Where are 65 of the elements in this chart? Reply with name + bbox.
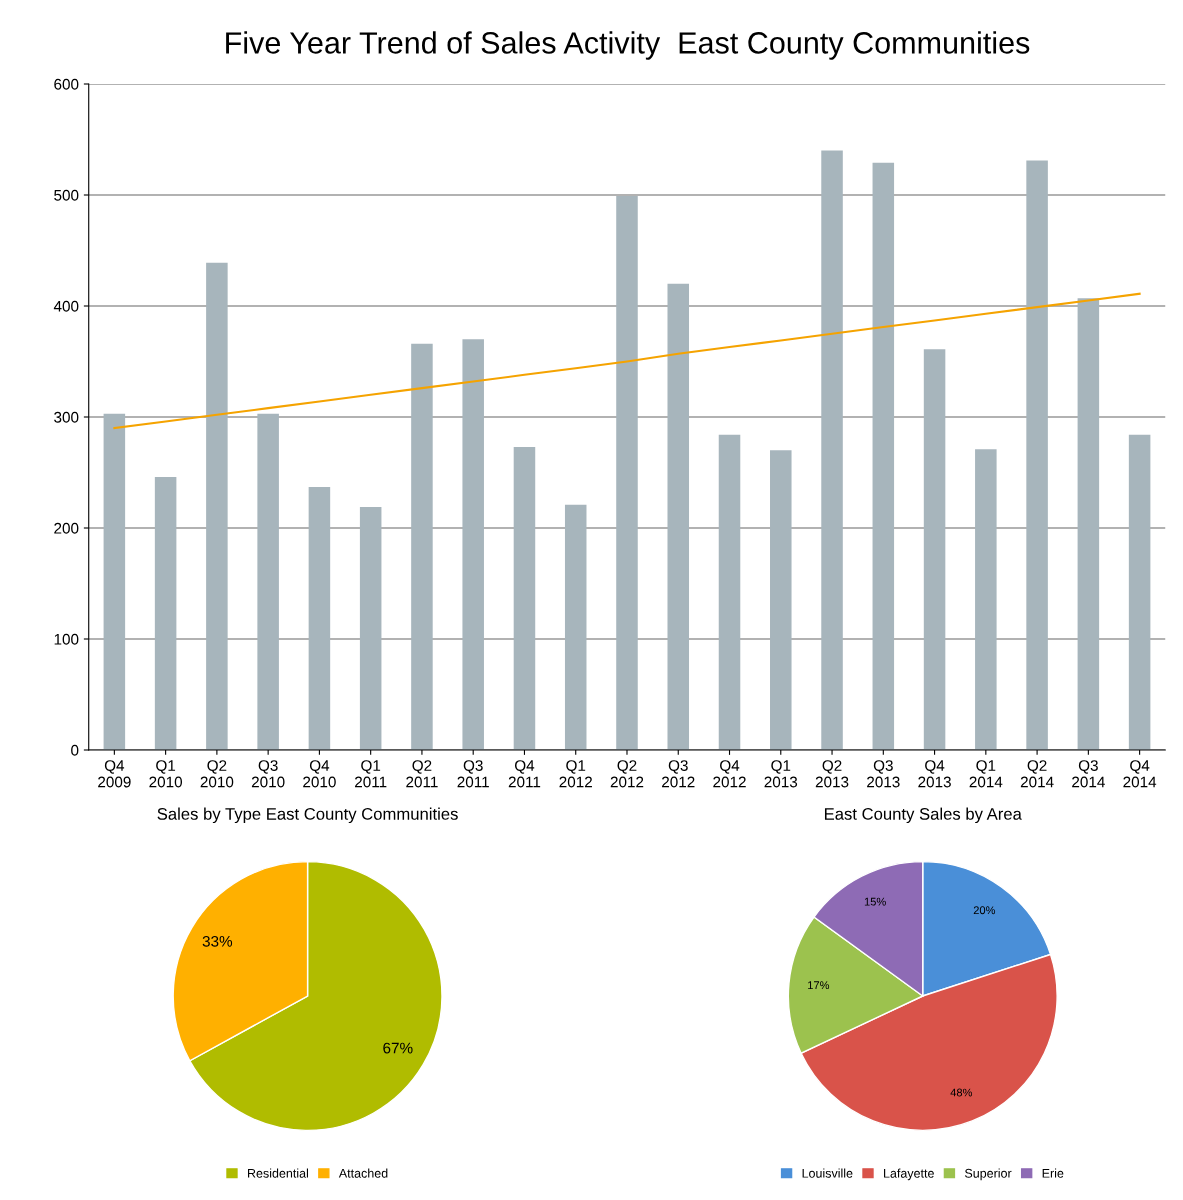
legend-label: Superior (964, 1168, 1012, 1181)
line-series (113, 292, 1141, 430)
bar (667, 283, 690, 750)
bar (206, 262, 228, 750)
x-tick-label: Q3 2011 (457, 760, 489, 788)
y-tick-label: 600 (54, 78, 79, 90)
x-tick-label: Q1 2013 (764, 760, 798, 788)
bar (770, 450, 792, 750)
x-tick-label: Q4 2013 (918, 760, 951, 788)
chart-title: Five Year Trend of Sales Activity East County Communities (226, 31, 1030, 60)
bar (616, 196, 638, 750)
x-tick-label: Q2 2011 (406, 760, 438, 788)
x-tick-label: Q3 2012 (662, 760, 695, 788)
bar (872, 162, 895, 750)
data-label: 67% (383, 1042, 413, 1054)
y-tick-label: 300 (54, 411, 79, 423)
x-tick-label: Q4 2012 (713, 760, 746, 788)
legend-label: Lafayette (884, 1168, 934, 1181)
x-tick-label: Q3 2010 (251, 760, 285, 788)
x-tick-label: Q2 2013 (815, 760, 849, 788)
legend-label: Residential (248, 1168, 308, 1178)
legend-label: Attached (338, 1168, 388, 1178)
bar (462, 339, 484, 750)
x-tick-label: Q4 2009 (98, 760, 131, 788)
y-tick-label: 0 (71, 744, 79, 756)
x-tick-label: Q3 2013 (867, 760, 900, 788)
chart-title: East County Sales by Area (824, 807, 1022, 824)
bar (359, 506, 382, 750)
bar (1128, 434, 1151, 750)
x-tick-label: Q4 2014 (1123, 760, 1157, 788)
data-label: 17% (808, 981, 830, 990)
x-tick-label: Q1 2010 (149, 760, 183, 788)
x-tick-label: Q4 2011 (508, 760, 541, 788)
legend-label: Erie (1042, 1168, 1064, 1178)
x-tick-label: Q4 2010 (303, 760, 336, 788)
bar (923, 349, 946, 750)
x-tick-label: Q2 2010 (200, 760, 234, 788)
data-label: 33% (202, 935, 233, 947)
bar (821, 150, 843, 750)
bar (975, 449, 997, 750)
legend-label: Louisville (802, 1168, 853, 1178)
x-tick-label: Q1 2012 (559, 760, 592, 788)
data-label: 20% (973, 906, 996, 915)
bar (513, 446, 536, 750)
bar (1077, 298, 1100, 750)
bar (154, 476, 177, 750)
bar (257, 413, 279, 750)
data-label: 15% (864, 897, 886, 906)
bar (411, 343, 433, 750)
x-tick-label: Q1 2011 (355, 760, 387, 788)
y-tick-label: 100 (54, 633, 79, 645)
data-label: 48% (950, 1088, 973, 1097)
x-tick-label: Q2 2014 (1020, 760, 1054, 788)
x-tick-label: Q1 2014 (969, 760, 1003, 788)
bar (1026, 160, 1048, 750)
y-tick-label: 400 (53, 300, 79, 312)
bar (308, 486, 331, 750)
chart-title: Sales by Type East County Communities (157, 807, 458, 824)
y-tick-label: 500 (54, 189, 79, 201)
y-tick-label: 200 (54, 522, 79, 534)
bar (718, 434, 741, 750)
bar (564, 504, 587, 750)
x-tick-label: Q3 2014 (1072, 760, 1105, 788)
x-tick-label: Q2 2012 (610, 760, 644, 788)
bar (103, 413, 126, 750)
